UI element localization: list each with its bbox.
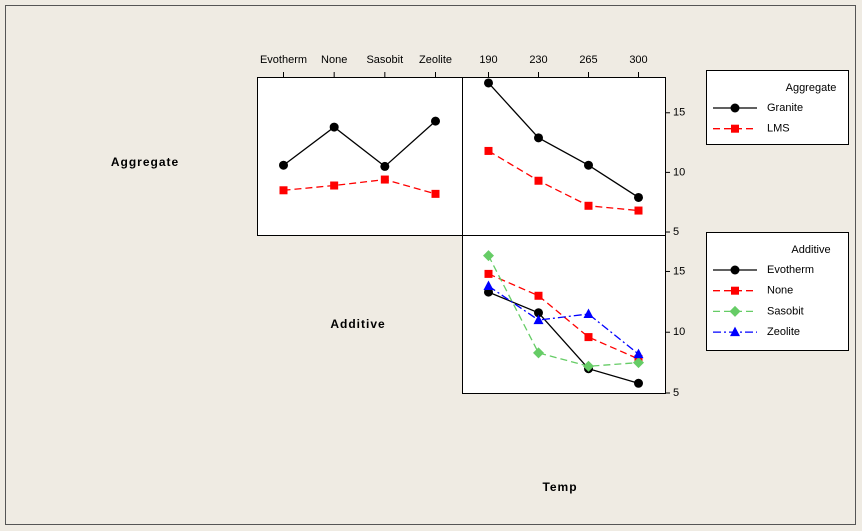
series-line <box>487 255 639 367</box>
marker <box>634 206 643 215</box>
marker <box>431 189 440 198</box>
marker <box>584 160 593 170</box>
marker <box>584 333 593 342</box>
plot-area <box>257 77 463 236</box>
marker <box>484 146 493 155</box>
x-tick-label: 190 <box>479 54 497 66</box>
x-axis-label: Temp <box>542 480 577 494</box>
x-tick-label: Evotherm <box>260 54 307 66</box>
marker <box>484 269 493 278</box>
marker <box>730 265 740 275</box>
marker <box>534 291 543 300</box>
x-tick-label: 300 <box>629 54 647 66</box>
marker <box>584 201 593 210</box>
marker <box>583 360 594 372</box>
marker <box>730 103 740 113</box>
y-tick-label: 10 <box>673 166 685 178</box>
x-tick-label: None <box>321 54 347 66</box>
marker <box>583 308 594 318</box>
y-tick-label: 5 <box>673 226 679 238</box>
marker <box>380 175 389 184</box>
marker <box>731 286 739 295</box>
marker <box>533 314 544 325</box>
series-line <box>488 285 639 355</box>
marker <box>634 192 643 202</box>
frame <box>5 5 856 525</box>
y-tick-label: 5 <box>673 387 679 399</box>
y-tick-label: 15 <box>673 107 685 119</box>
marker <box>534 133 543 143</box>
legend-label: Sasobit <box>767 305 804 317</box>
marker <box>330 181 339 190</box>
marker <box>279 186 288 195</box>
marker <box>534 176 543 185</box>
x-tick-label: Zeolite <box>419 54 452 66</box>
row-label: Additive <box>330 317 385 331</box>
series-line <box>488 273 639 360</box>
legend-label: Evotherm <box>767 264 814 276</box>
marker <box>431 116 440 126</box>
marker <box>729 305 741 317</box>
marker <box>484 78 493 88</box>
marker <box>534 308 543 318</box>
marker <box>731 124 739 133</box>
legend-label: None <box>767 285 793 297</box>
marker <box>329 122 339 132</box>
marker <box>483 280 494 291</box>
series-line <box>283 120 436 168</box>
legend-label: Zeolite <box>767 326 800 338</box>
series-line <box>488 291 639 384</box>
x-tick-label: 265 <box>579 54 597 66</box>
y-tick-label: 10 <box>673 326 685 338</box>
marker <box>483 250 494 262</box>
legend-box <box>706 232 849 351</box>
marker <box>633 357 644 369</box>
x-tick-label: 230 <box>529 54 547 66</box>
series-line <box>283 178 436 195</box>
marker <box>634 378 643 388</box>
plot-area <box>462 235 666 394</box>
legend-title: Additive <box>791 244 830 256</box>
marker <box>730 326 740 337</box>
x-tick-label: Sasobit <box>366 54 403 66</box>
legend-label: Granite <box>767 102 803 114</box>
y-tick-label: 15 <box>673 265 685 277</box>
marker <box>533 347 544 359</box>
marker <box>279 160 288 170</box>
marker <box>633 348 644 359</box>
marker <box>380 161 390 171</box>
legend-title: Aggregate <box>786 82 837 94</box>
row-label: Aggregate <box>111 155 179 169</box>
legend-label: LMS <box>767 123 790 135</box>
series-line <box>488 82 639 198</box>
